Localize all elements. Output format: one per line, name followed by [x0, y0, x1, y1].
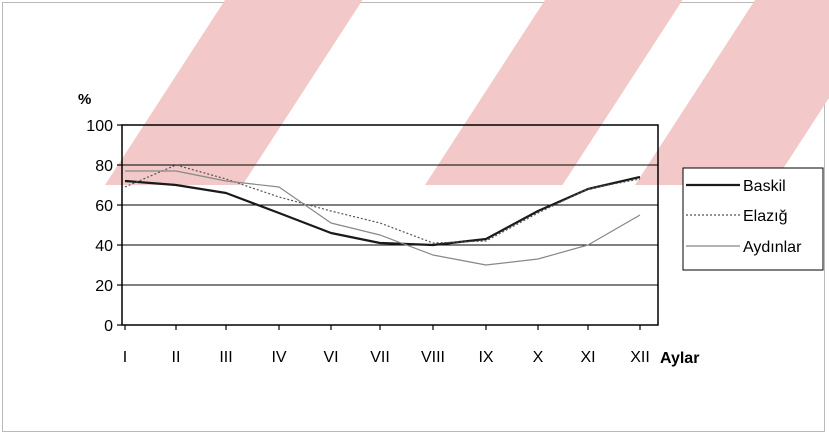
- x-tick-label: IX: [478, 349, 493, 366]
- y-axis-label: %: [78, 91, 91, 108]
- grid-lines: [122, 164, 658, 286]
- y-tick-label: 20: [95, 278, 113, 295]
- watermark-band: [425, 0, 683, 185]
- x-tick-label: IV: [271, 349, 286, 366]
- x-tick-label: II: [172, 349, 181, 366]
- series-lines: [124, 164, 641, 266]
- y-tick-label: 40: [95, 238, 113, 255]
- series-line: [124, 175, 641, 247]
- x-tick-label: VIII: [421, 349, 445, 366]
- y-tick-label: 60: [95, 198, 113, 215]
- x-tick-label: XII: [630, 349, 650, 366]
- legend-label: Aydınlar: [743, 239, 802, 256]
- watermark-band: [105, 0, 363, 185]
- plot-area-border: [121, 124, 659, 326]
- legend-label: Baskil: [743, 178, 786, 195]
- legend-label: Elazığ: [743, 208, 787, 225]
- y-tick-label: 0: [104, 318, 113, 335]
- x-tick-label: I: [123, 349, 127, 366]
- chart-frame: [2, 2, 825, 432]
- legend: Baskil Elazığ Aydınlar: [686, 178, 802, 256]
- x-axis-label: Aylar: [660, 350, 699, 367]
- y-tick-label: 100: [86, 118, 113, 135]
- watermark-band: [635, 0, 829, 185]
- x-tick-label: III: [219, 349, 232, 366]
- x-tick-label: VI: [323, 349, 338, 366]
- x-tick-label: VII: [370, 349, 390, 366]
- y-tick-label: 80: [95, 158, 113, 175]
- x-tick-label: X: [533, 349, 544, 366]
- x-tick-label: XI: [580, 349, 595, 366]
- series-line: [125, 170, 641, 266]
